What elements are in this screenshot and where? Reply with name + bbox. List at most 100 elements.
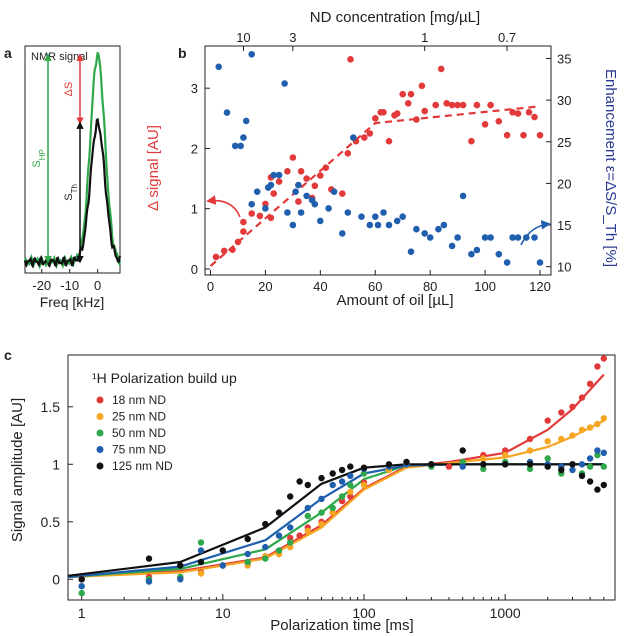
- delta-signal-point: [347, 56, 354, 63]
- enhancement-point: [325, 205, 332, 212]
- legend-marker: [96, 446, 104, 453]
- panel-c-data-point: [480, 455, 487, 462]
- panel-letter-b: b: [178, 45, 187, 61]
- enhancement-point: [531, 234, 538, 241]
- panel-c-data-point: [544, 463, 551, 470]
- panel-c-xtick-label: 1: [78, 605, 86, 621]
- panel-b-ytick-right-label: 20: [557, 176, 571, 191]
- delta-signal-point: [454, 101, 461, 109]
- delta-signal-point: [372, 115, 379, 122]
- panel-c-data-point: [459, 463, 466, 470]
- delta-signal-point: [295, 198, 302, 205]
- delta-signal-point: [481, 121, 489, 128]
- panel-c-xtick-label: 100: [352, 605, 376, 621]
- panel-c-data-point: [360, 470, 368, 477]
- left-axis-indicator-arrow: [206, 195, 241, 218]
- panel-b-frame: [204, 45, 552, 276]
- delta-signal-point: [418, 82, 426, 90]
- panel-c-data-point: [578, 472, 586, 479]
- legend-label: 25 nm ND: [112, 410, 166, 424]
- panel-b-xtick-label: 120: [529, 279, 551, 294]
- panel-c-data-point: [558, 435, 565, 443]
- delta-signal-point: [344, 150, 352, 157]
- panel-c-data-point: [360, 481, 368, 489]
- panel-b-ylabel-right: Enhancement ε=ΔS/S_Th [%]: [602, 69, 619, 267]
- panel-c-data-point: [544, 417, 551, 424]
- delta-signal-point: [229, 246, 236, 253]
- enhancement-point: [372, 213, 379, 220]
- panel-c-ytick-label: 1.5: [41, 399, 61, 415]
- enhancement-point: [215, 63, 222, 71]
- panel-b-top-tick-label: 1: [421, 30, 428, 45]
- panel-c-data-point: [347, 472, 354, 479]
- delta-signal-point: [531, 113, 538, 121]
- panel-c-data-point: [403, 458, 410, 466]
- delta-signal-point: [270, 190, 278, 197]
- panel-c-data-point: [177, 576, 184, 583]
- enhancement-point: [380, 209, 387, 216]
- delta-signal-point: [366, 130, 374, 137]
- panel-c-data-point: [338, 478, 346, 485]
- panel-b-top-tick-label: 3: [289, 30, 296, 45]
- panel-c-data-point: [600, 463, 607, 470]
- enhancement-point: [248, 51, 255, 58]
- delta-signal-point: [468, 137, 475, 145]
- legend-marker: [96, 396, 104, 404]
- panel-c-data-point: [244, 550, 251, 558]
- right-axis-indicator-arrow: [520, 220, 551, 246]
- enhancement-point: [311, 200, 319, 208]
- enhancement-point: [399, 213, 407, 220]
- panel-c-data-point: [177, 562, 184, 569]
- panel-c-data-point: [459, 447, 466, 454]
- panel-c-data-point: [304, 481, 311, 489]
- enhancement-point: [435, 225, 442, 233]
- panel-c-data-point: [338, 493, 346, 500]
- panel-a-xtick-label: 0: [94, 278, 101, 293]
- panel-c-data-point: [78, 583, 85, 590]
- delta-signal-point: [311, 182, 319, 190]
- panel-c-xtick-label: 1000: [490, 605, 521, 621]
- enhancement-point: [514, 234, 522, 241]
- panel-b-top-axis-label: ND concentration [mg/µL]: [310, 9, 480, 26]
- enhancement-point: [350, 134, 357, 141]
- panel-c-data-point: [600, 355, 607, 362]
- panel-c-frame: [67, 354, 616, 601]
- legend-label: 18 nm ND: [112, 393, 166, 407]
- delta-signal-point: [322, 164, 330, 171]
- panel-c-xtick-label: 10: [215, 605, 231, 621]
- enhancement-point: [358, 213, 365, 220]
- panel-c-ytick-label: 1: [52, 456, 60, 472]
- panel-b-ytick-right-label: 15: [557, 218, 571, 233]
- panel-b-fit-line: [209, 105, 541, 267]
- panel-c-data-point: [329, 481, 336, 489]
- panel-c-data-point: [578, 426, 586, 433]
- panel-c-data-point: [480, 465, 487, 473]
- panel-b-top-tick-label: 10: [236, 30, 250, 45]
- panel-c-data-point: [569, 403, 576, 410]
- panel-b-ytick-left-label: 0: [191, 262, 198, 277]
- panel-c-data-point: [502, 447, 509, 454]
- delta-signal-point: [240, 218, 247, 226]
- enhancement-point: [317, 217, 324, 225]
- delta-signal-point: [380, 109, 387, 116]
- panel-c-data-point: [287, 539, 294, 546]
- panel-c-data-point: [600, 415, 607, 422]
- panel-c-data-point: [558, 409, 565, 416]
- delta-signal-point: [487, 101, 494, 109]
- panel-c-data-point: [304, 504, 311, 512]
- panel-c-data-point: [275, 547, 283, 554]
- panel-a-xlabel: Freq [kHz]: [40, 294, 105, 310]
- enhancement-point: [248, 200, 255, 208]
- delta-signal-point: [317, 172, 324, 179]
- enhancement-point: [295, 181, 302, 189]
- delta-signal-point: [303, 175, 310, 182]
- delta-signal-point: [339, 190, 346, 197]
- legend-marker: [96, 462, 104, 470]
- delta-signal-point: [495, 118, 503, 125]
- panel-c-data-point: [428, 461, 435, 468]
- panel-c-data-point: [502, 461, 509, 468]
- panel-c-data-point: [318, 520, 325, 528]
- delta-signal-point: [256, 212, 264, 220]
- s-th-label: STh: [63, 184, 79, 201]
